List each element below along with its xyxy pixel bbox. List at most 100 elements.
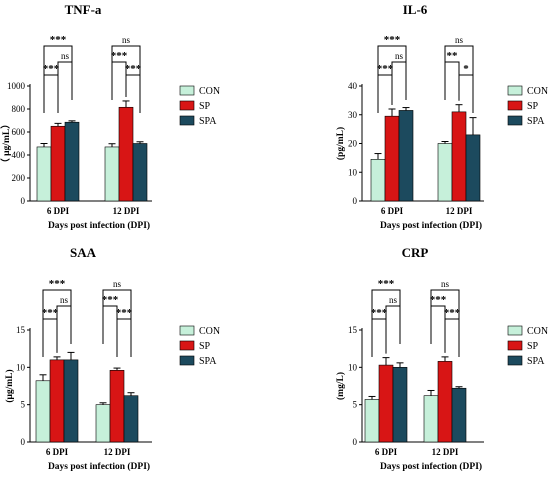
legend-swatch-sp (507, 100, 523, 111)
legend-label-con: CON (527, 86, 548, 97)
chart-panel-tnf-a: TNF-a （ μg/mL） Days post infection (DPI) 0 2… (0, 2, 220, 231)
legend-swatch-spa (507, 355, 523, 366)
x-tick-label: 12 DPI (446, 206, 473, 216)
significance-bracket (377, 74, 393, 113)
significance-label: *** (125, 63, 142, 75)
y-axis-label: (mg/L) (335, 372, 346, 400)
legend-swatch-sp (179, 340, 195, 351)
legend-label-sp: SP (199, 101, 211, 112)
y-tick-label: 200 (12, 173, 26, 183)
significance-label: ns (441, 279, 450, 289)
y-tick-label: 15 (348, 325, 358, 335)
significance-label: * (463, 63, 469, 75)
significance-label: ns (389, 295, 398, 305)
significance-label: *** (378, 278, 395, 290)
significance-label: ns (395, 51, 404, 61)
significance-bracket (391, 61, 407, 100)
significance-label: *** (116, 307, 133, 319)
significance-label: ns (455, 35, 464, 45)
significance-bracket (458, 74, 474, 113)
legend-label-sp: SP (199, 341, 211, 352)
y-tick-label: 5 (353, 400, 358, 410)
x-tick-label: 6 DPI (375, 447, 398, 457)
legend-swatch-spa (179, 115, 195, 126)
y-tick-label: 400 (12, 150, 26, 160)
legend-label-con: CON (199, 86, 220, 97)
significance-bracket (385, 305, 401, 344)
bar-sp-12-dpi (109, 370, 125, 443)
legend-swatch-sp (179, 100, 195, 111)
chart-title: CRP (402, 245, 429, 260)
x-axis-label: Days post infection (DPI) (380, 461, 482, 472)
y-tick-label: 10 (348, 167, 358, 177)
significance-bracket (56, 305, 72, 344)
x-tick-label: 6 DPI (381, 206, 404, 216)
y-tick-label: 800 (12, 104, 26, 114)
chart-panel-saa: SAA (μg/mL) Days post infection (DPI) 0 5 10 1… (4, 245, 220, 472)
significance-label: *** (43, 63, 60, 75)
legend-swatch-spa (179, 355, 195, 366)
significance-label: ns (61, 51, 70, 61)
bar-sp-12-dpi (437, 361, 453, 443)
y-axis-label: (pg/mL) (335, 127, 346, 160)
significance-label: *** (111, 50, 128, 62)
significance-label: ns (60, 295, 69, 305)
bar-sp-6-dpi (384, 115, 400, 202)
significance-label: *** (371, 307, 388, 319)
significance-label: *** (50, 34, 67, 46)
legend-label-spa: SPA (199, 356, 217, 367)
bar-sp-6-dpi (50, 125, 66, 202)
x-axis-label: Days post infection (DPI) (380, 220, 482, 231)
bar-con-12-dpi (423, 395, 439, 443)
y-axis-label: （ μg/mL） (0, 119, 12, 167)
bar-spa-12-dpi (123, 395, 139, 443)
y-tick-label: 10 (348, 362, 358, 372)
significance-label: *** (377, 63, 394, 75)
bar-spa-12-dpi (451, 387, 467, 443)
y-tick-label: 10 (16, 362, 26, 372)
significance-bracket (444, 61, 460, 100)
x-axis-label: Days post infection (DPI) (48, 220, 150, 231)
bar-spa-6-dpi (64, 121, 80, 202)
legend-label-spa: SPA (527, 356, 545, 367)
y-tick-label: 0 (353, 196, 358, 206)
legend-label-spa: SPA (199, 116, 217, 127)
bar-con-6-dpi (370, 159, 386, 202)
y-tick-label: 5 (21, 400, 26, 410)
x-tick-label: 6 DPI (46, 447, 69, 457)
bar-spa-12-dpi (132, 143, 148, 202)
significance-label: ns (122, 35, 131, 45)
bar-con-12-dpi (104, 146, 120, 202)
bar-sp-6-dpi (378, 364, 394, 443)
bar-sp-12-dpi (118, 106, 134, 202)
x-tick-label: 6 DPI (47, 206, 70, 216)
y-axis-label: (μg/mL) (4, 369, 15, 402)
bar-spa-6-dpi (63, 359, 79, 443)
legend-label-con: CON (527, 326, 548, 337)
bar-con-12-dpi (95, 404, 111, 443)
y-tick-label: 15 (16, 325, 26, 335)
legend-label-con: CON (199, 326, 220, 337)
bar-spa-6-dpi (392, 367, 408, 443)
legend-swatch-con (507, 325, 523, 336)
significance-bracket (42, 318, 58, 357)
significance-label: *** (49, 278, 66, 290)
bar-spa-6-dpi (398, 110, 414, 202)
bar-con-6-dpi (35, 380, 51, 443)
bar-spa-12-dpi (465, 134, 481, 202)
x-tick-label: 12 DPI (113, 206, 140, 216)
y-tick-label: 20 (348, 139, 358, 149)
x-tick-label: 12 DPI (104, 447, 131, 457)
y-tick-label: 0 (353, 437, 358, 447)
significance-bracket (371, 318, 387, 357)
y-tick-label: 600 (12, 127, 26, 137)
legend-swatch-sp (507, 340, 523, 351)
chart-title: SAA (70, 245, 97, 260)
y-tick-label: 40 (348, 81, 358, 91)
bar-sp-12-dpi (451, 111, 467, 202)
significance-label: *** (42, 307, 59, 319)
legend-swatch-con (507, 85, 523, 96)
bar-con-6-dpi (364, 399, 380, 443)
legend-label-sp: SP (527, 341, 539, 352)
